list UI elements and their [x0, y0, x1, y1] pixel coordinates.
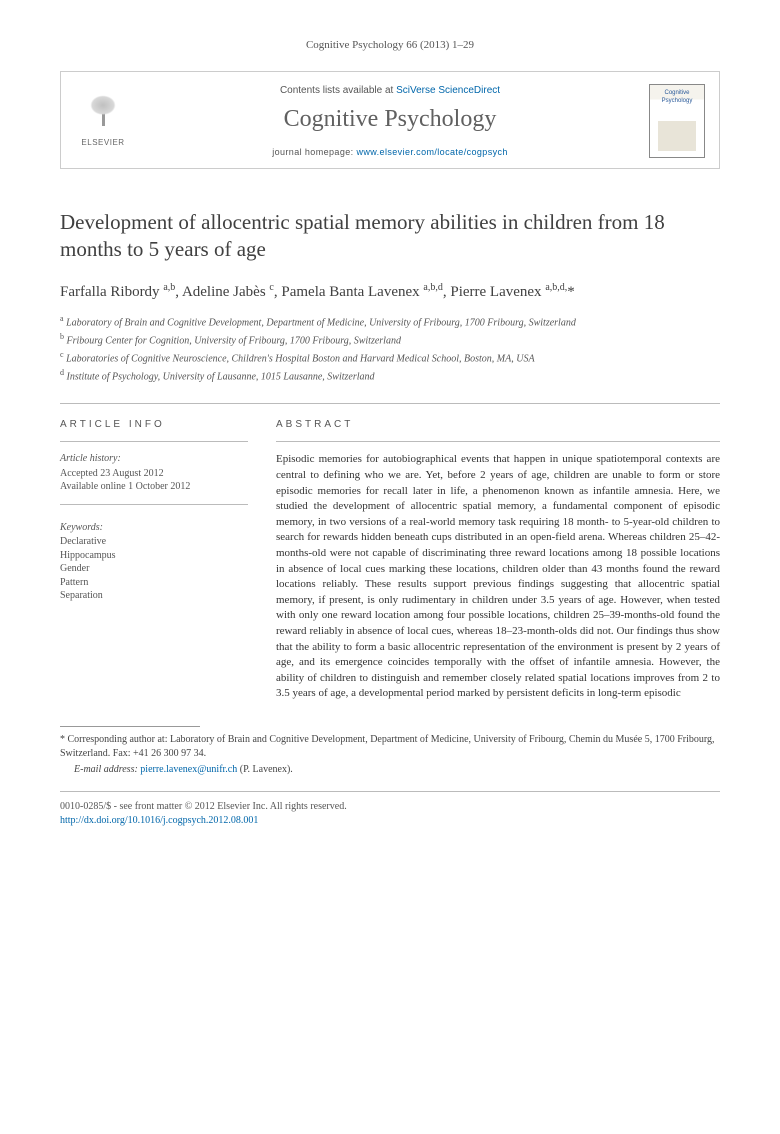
section-divider: [60, 403, 720, 404]
journal-header-box: ELSEVIER Contents lists available at Sci…: [60, 71, 720, 169]
article-info-heading: ARTICLE INFO: [60, 418, 248, 432]
email-author-name: (P. Lavenex).: [240, 764, 293, 775]
info-abstract-row: ARTICLE INFO Article history: Accepted 2…: [60, 418, 720, 702]
keyword-item: Separation: [60, 589, 248, 603]
elsevier-label: ELSEVIER: [81, 138, 124, 149]
header-center: Contents lists available at SciVerse Sci…: [145, 84, 635, 158]
email-label: E-mail address:: [74, 764, 138, 775]
corresponding-star-icon: *: [60, 734, 65, 745]
journal-title: Cognitive Psychology: [145, 103, 635, 135]
abstract-divider: [276, 441, 720, 442]
page-footer: 0010-0285/$ - see front matter © 2012 El…: [60, 791, 720, 828]
journal-reference: Cognitive Psychology 66 (2013) 1–29: [60, 38, 720, 53]
article-title: Development of allocentric spatial memor…: [60, 209, 720, 264]
affiliation-item: c Laboratories of Cognitive Neuroscience…: [60, 349, 720, 367]
affiliation-list: a Laboratory of Brain and Cognitive Deve…: [60, 313, 720, 384]
keyword-item: Declarative: [60, 535, 248, 549]
elsevier-tree-icon: [81, 92, 125, 136]
corresponding-author-note: * Corresponding author at: Laboratory of…: [60, 733, 720, 761]
email-line: E-mail address: pierre.lavenex@unifr.ch …: [60, 763, 720, 777]
homepage-prefix: journal homepage:: [272, 147, 356, 157]
author-list: Farfalla Ribordy a,b, Adeline Jabès c, P…: [60, 281, 720, 303]
article-info-column: ARTICLE INFO Article history: Accepted 2…: [60, 418, 248, 702]
keywords-list: DeclarativeHippocampusGenderPatternSepar…: [60, 535, 248, 603]
corresponding-email-link[interactable]: pierre.lavenex@unifr.ch: [140, 764, 237, 775]
cover-label: Cognitive Psychology: [662, 90, 693, 104]
homepage-link[interactable]: www.elsevier.com/locate/cogpsych: [356, 147, 507, 157]
abstract-column: ABSTRACT Episodic memories for autobiogr…: [276, 418, 720, 702]
contents-available-line: Contents lists available at SciVerse Sci…: [145, 84, 635, 98]
affiliation-item: d Institute of Psychology, University of…: [60, 367, 720, 385]
keyword-item: Hippocampus: [60, 549, 248, 563]
article-history-label: Article history:: [60, 452, 248, 466]
doi-link[interactable]: http://dx.doi.org/10.1016/j.cogpsych.201…: [60, 815, 258, 826]
info-divider-2: [60, 504, 248, 505]
online-date: Available online 1 October 2012: [60, 480, 248, 494]
abstract-heading: ABSTRACT: [276, 418, 720, 432]
journal-cover-thumbnail[interactable]: Cognitive Psychology: [649, 84, 705, 158]
copyright-line: 0010-0285/$ - see front matter © 2012 El…: [60, 800, 720, 814]
elsevier-logo[interactable]: ELSEVIER: [75, 90, 131, 152]
footnote-separator: [60, 726, 200, 727]
journal-homepage-line: journal homepage: www.elsevier.com/locat…: [145, 146, 635, 158]
sciencedirect-link[interactable]: SciVerse ScienceDirect: [396, 85, 500, 96]
accepted-date: Accepted 23 August 2012: [60, 467, 248, 481]
corresponding-text: Corresponding author at: Laboratory of B…: [60, 734, 715, 759]
keywords-label: Keywords:: [60, 521, 248, 535]
affiliation-item: b Fribourg Center for Cognition, Univers…: [60, 331, 720, 349]
contents-prefix: Contents lists available at: [280, 85, 396, 96]
affiliation-item: a Laboratory of Brain and Cognitive Deve…: [60, 313, 720, 331]
info-divider: [60, 441, 248, 442]
abstract-text: Episodic memories for autobiographical e…: [276, 452, 720, 702]
keyword-item: Gender: [60, 562, 248, 576]
keyword-item: Pattern: [60, 576, 248, 590]
